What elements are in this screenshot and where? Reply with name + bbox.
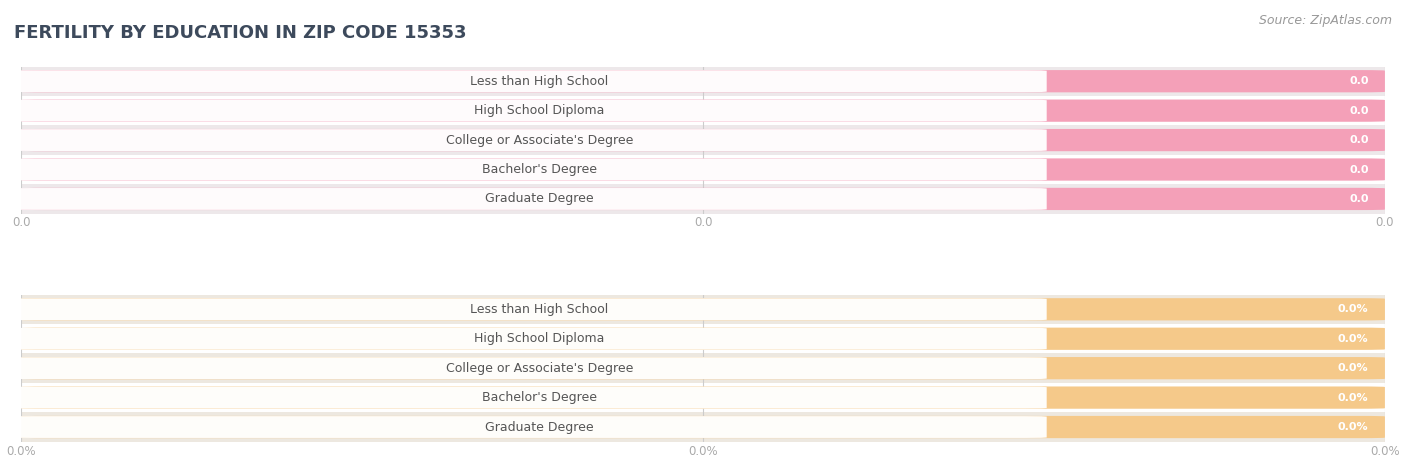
Text: Source: ZipAtlas.com: Source: ZipAtlas.com [1258, 14, 1392, 27]
FancyBboxPatch shape [21, 100, 1385, 122]
FancyBboxPatch shape [21, 416, 1385, 438]
Bar [21, 383, 1385, 412]
Text: College or Associate's Degree: College or Associate's Degree [446, 133, 633, 147]
FancyBboxPatch shape [10, 416, 1046, 438]
FancyBboxPatch shape [10, 100, 1046, 122]
FancyBboxPatch shape [21, 357, 1385, 380]
Text: 0.0: 0.0 [1348, 164, 1368, 174]
Bar [21, 294, 1385, 324]
FancyBboxPatch shape [21, 188, 1385, 210]
Text: High School Diploma: High School Diploma [474, 332, 605, 345]
FancyBboxPatch shape [10, 357, 1046, 379]
Bar [21, 184, 1385, 214]
Text: 0.0: 0.0 [1348, 135, 1368, 145]
FancyBboxPatch shape [10, 328, 1046, 350]
Text: 0.0%: 0.0% [1339, 304, 1368, 314]
FancyBboxPatch shape [21, 298, 1385, 321]
Bar [21, 353, 1385, 383]
FancyBboxPatch shape [21, 70, 1385, 92]
Bar [21, 155, 1385, 184]
Bar [21, 412, 1385, 442]
Bar [21, 96, 1385, 125]
Text: College or Associate's Degree: College or Associate's Degree [446, 361, 633, 375]
FancyBboxPatch shape [21, 158, 1385, 180]
FancyBboxPatch shape [10, 298, 1046, 320]
FancyBboxPatch shape [10, 129, 1046, 151]
Text: FERTILITY BY EDUCATION IN ZIP CODE 15353: FERTILITY BY EDUCATION IN ZIP CODE 15353 [14, 24, 467, 42]
Text: 0.0%: 0.0% [1339, 334, 1368, 344]
FancyBboxPatch shape [21, 129, 1385, 151]
Bar [21, 324, 1385, 353]
Text: 0.0%: 0.0% [1339, 393, 1368, 403]
Text: Graduate Degree: Graduate Degree [485, 192, 593, 206]
Text: Less than High School: Less than High School [470, 303, 609, 316]
FancyBboxPatch shape [10, 159, 1046, 180]
Text: Graduate Degree: Graduate Degree [485, 420, 593, 434]
FancyBboxPatch shape [10, 188, 1046, 210]
FancyBboxPatch shape [21, 387, 1385, 408]
Text: High School Diploma: High School Diploma [474, 104, 605, 117]
Text: Bachelor's Degree: Bachelor's Degree [482, 391, 596, 404]
Text: Bachelor's Degree: Bachelor's Degree [482, 163, 596, 176]
Text: 0.0%: 0.0% [1339, 422, 1368, 432]
Text: 0.0%: 0.0% [1339, 363, 1368, 373]
Text: Less than High School: Less than High School [470, 75, 609, 88]
Text: 0.0: 0.0 [1348, 76, 1368, 86]
Bar [21, 125, 1385, 155]
Text: 0.0: 0.0 [1348, 105, 1368, 115]
FancyBboxPatch shape [10, 387, 1046, 408]
FancyBboxPatch shape [10, 70, 1046, 92]
Text: 0.0: 0.0 [1348, 194, 1368, 204]
Bar [21, 66, 1385, 96]
FancyBboxPatch shape [21, 328, 1385, 350]
